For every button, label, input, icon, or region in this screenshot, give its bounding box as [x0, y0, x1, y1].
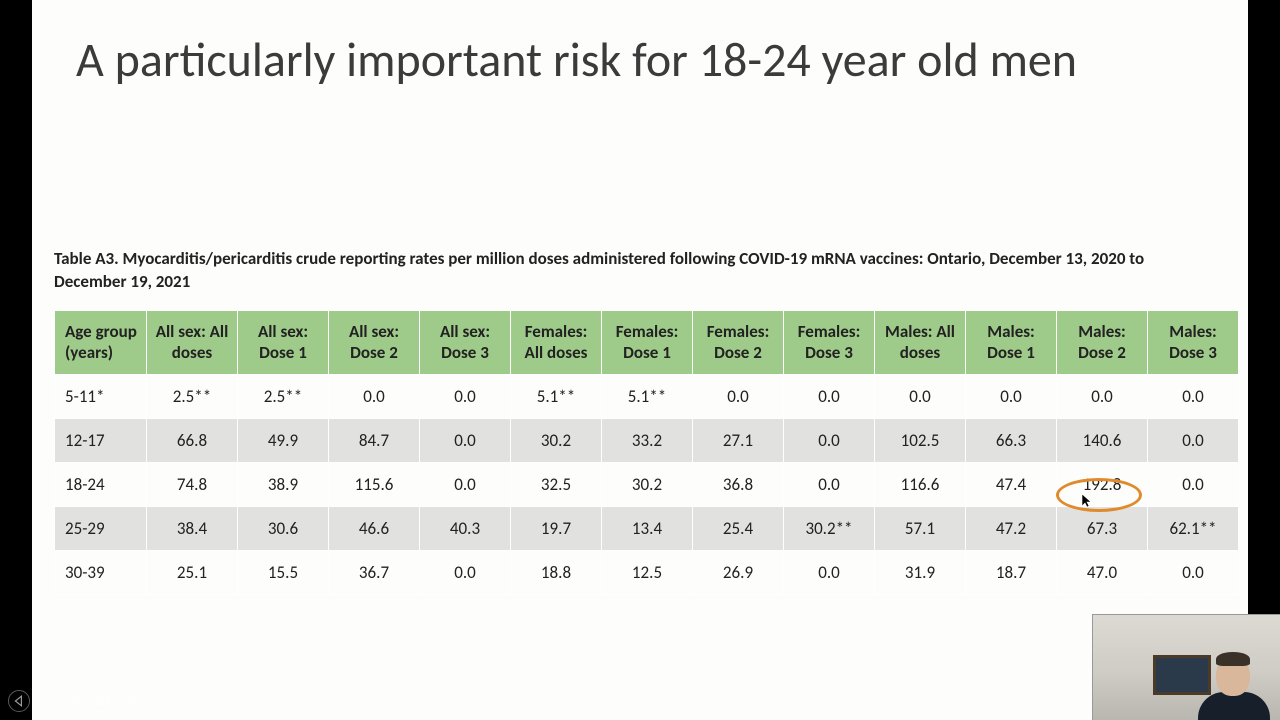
table-cell: 0.0 [420, 418, 511, 462]
table-cell: 25.1 [147, 550, 238, 594]
presentation-toolbar: ••• [8, 690, 170, 712]
webcam-person [1194, 638, 1274, 720]
table-cell: 67.3 [1057, 506, 1148, 550]
table-cell: 0.0 [1057, 374, 1148, 418]
table-cell: 18.7 [966, 550, 1057, 594]
subtitle-tool-button[interactable] [92, 690, 114, 712]
table-cell: 25.4 [693, 506, 784, 550]
table-cell: 12.5 [602, 550, 693, 594]
table-cell: 0.0 [420, 462, 511, 506]
table-cell: 49.9 [238, 418, 329, 462]
table-cell: 0.0 [784, 374, 875, 418]
table-cell: 5.1** [602, 374, 693, 418]
table-row-label: 18-24 [55, 462, 147, 506]
table-cell: 47.0 [1057, 550, 1148, 594]
table-caption: Table A3. Myocarditis/pericarditis crude… [54, 248, 1208, 294]
table-cell: 47.2 [966, 506, 1057, 550]
prev-slide-button[interactable] [8, 690, 30, 712]
table-cell: 18.8 [511, 550, 602, 594]
table-cell: 0.0 [784, 462, 875, 506]
table-cell: 0.0 [1148, 374, 1239, 418]
table-header-cell: Males: Dose 3 [1148, 311, 1239, 375]
table-row: 30-3925.115.536.70.018.812.526.90.031.91… [55, 550, 1239, 594]
table-header-cell: Females: All doses [511, 311, 602, 375]
table-header-cell: Males: Dose 1 [966, 311, 1057, 375]
next-slide-button[interactable] [36, 690, 58, 712]
table-cell: 2.5** [238, 374, 329, 418]
table-cell: 26.9 [693, 550, 784, 594]
table-header-cell: Females: Dose 1 [602, 311, 693, 375]
table-cell: 0.0 [693, 374, 784, 418]
more-tool-button[interactable]: ••• [148, 690, 170, 712]
table-cell: 0.0 [1148, 462, 1239, 506]
table-row: 25-2938.430.646.640.319.713.425.430.2**5… [55, 506, 1239, 550]
zoom-tool-button[interactable] [120, 690, 142, 712]
table-header-cell: Females: Dose 3 [784, 311, 875, 375]
table-cell: 30.2 [602, 462, 693, 506]
table-header-cell: All sex: Dose 2 [329, 311, 420, 375]
table-cell: 36.7 [329, 550, 420, 594]
table-cell: 84.7 [329, 418, 420, 462]
table-cell: 47.4 [966, 462, 1057, 506]
table-header-cell: All sex: All doses [147, 311, 238, 375]
table-cell: 30.6 [238, 506, 329, 550]
table-cell: 30.2 [511, 418, 602, 462]
table-wrap: Age group (years)All sex: All dosesAll s… [54, 310, 1238, 595]
slide: A particularly important risk for 18-24 … [32, 0, 1248, 720]
table-cell: 57.1 [875, 506, 966, 550]
table-header-cell: All sex: Dose 1 [238, 311, 329, 375]
table-cell: 66.3 [966, 418, 1057, 462]
table-cell: 15.5 [238, 550, 329, 594]
table-header-cell: Males: Dose 2 [1057, 311, 1148, 375]
table-cell: 30.2** [784, 506, 875, 550]
table-header-cell: Age group (years) [55, 311, 147, 375]
table-cell: 0.0 [420, 550, 511, 594]
table-cell: 38.4 [147, 506, 238, 550]
table-row-label: 30-39 [55, 550, 147, 594]
table-cell: 74.8 [147, 462, 238, 506]
table-cell: 0.0 [784, 418, 875, 462]
table-body: 5-11*2.5**2.5**0.00.05.1**5.1**0.00.00.0… [55, 374, 1239, 594]
table-row-label: 25-29 [55, 506, 147, 550]
pen-tool-button[interactable] [64, 690, 86, 712]
table-header-row: Age group (years)All sex: All dosesAll s… [55, 311, 1239, 375]
table-cell: 0.0 [1148, 418, 1239, 462]
table-cell: 38.9 [238, 462, 329, 506]
table-cell: 46.6 [329, 506, 420, 550]
table-cell: 115.6 [329, 462, 420, 506]
table-header-cell: Males: All doses [875, 311, 966, 375]
table-header-cell: All sex: Dose 3 [420, 311, 511, 375]
table-cell: 27.1 [693, 418, 784, 462]
table-cell: 32.5 [511, 462, 602, 506]
table-cell: 0.0 [1148, 550, 1239, 594]
table-cell: 40.3 [420, 506, 511, 550]
table-cell: 5.1** [511, 374, 602, 418]
webcam-overlay [1092, 614, 1280, 720]
table-cell: 62.1** [1148, 506, 1239, 550]
table-cell: 19.7 [511, 506, 602, 550]
data-table: Age group (years)All sex: All dosesAll s… [54, 310, 1239, 595]
table-header-cell: Females: Dose 2 [693, 311, 784, 375]
table-cell: 102.5 [875, 418, 966, 462]
table-cell: 192.8 [1057, 462, 1148, 506]
slide-title: A particularly important risk for 18-24 … [76, 30, 1188, 90]
table-cell: 13.4 [602, 506, 693, 550]
table-cell: 36.8 [693, 462, 784, 506]
table-row: 12-1766.849.984.70.030.233.227.10.0102.5… [55, 418, 1239, 462]
table-cell: 116.6 [875, 462, 966, 506]
table-cell: 0.0 [329, 374, 420, 418]
table-cell: 0.0 [784, 550, 875, 594]
table-cell: 31.9 [875, 550, 966, 594]
table-cell: 0.0 [875, 374, 966, 418]
table-cell: 140.6 [1057, 418, 1148, 462]
table-cell: 66.8 [147, 418, 238, 462]
table-cell: 33.2 [602, 418, 693, 462]
table-row-label: 12-17 [55, 418, 147, 462]
table-row: 5-11*2.5**2.5**0.00.05.1**5.1**0.00.00.0… [55, 374, 1239, 418]
table-row: 18-2474.838.9115.60.032.530.236.80.0116.… [55, 462, 1239, 506]
table-row-label: 5-11* [55, 374, 147, 418]
table-cell: 0.0 [420, 374, 511, 418]
table-cell: 2.5** [147, 374, 238, 418]
table-cell: 0.0 [966, 374, 1057, 418]
